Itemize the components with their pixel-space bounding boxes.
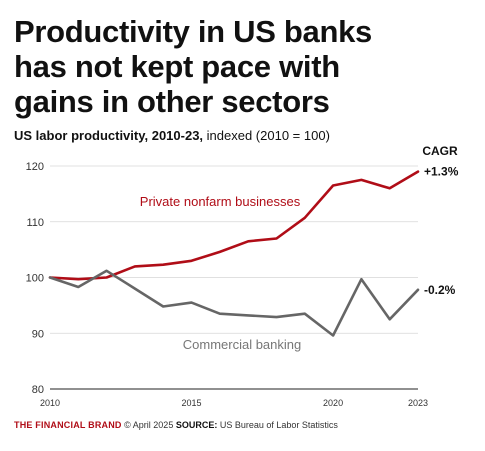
data-point-commercial-banking-2017 <box>247 314 249 317</box>
data-point-commercial-banking-2016 <box>219 313 221 315</box>
data-point-private-nonfarm-2012 <box>106 276 108 279</box>
cagr-value-commercial-banking: -0.2% <box>424 283 456 297</box>
y-tick-label-90: 90 <box>32 328 44 340</box>
footer: THE FINANCIAL BRAND © April 2025 SOURCE:… <box>14 420 338 430</box>
data-point-private-nonfarm-2014 <box>162 264 164 266</box>
subtitle-rest: indexed (2010 = 100) <box>203 128 330 143</box>
chart-subtitle: US labor productivity, 2010-23, indexed … <box>14 128 330 143</box>
data-point-private-nonfarm-2020 <box>332 184 334 187</box>
data-point-private-nonfarm-2017 <box>247 240 249 242</box>
subtitle-bold: US labor productivity, 2010-23, <box>14 128 204 143</box>
x-tick-label-2023: 2023 <box>408 398 428 408</box>
data-point-private-nonfarm-2023 <box>417 170 419 173</box>
chart-title: Productivity in US banks has not kept pa… <box>14 14 474 119</box>
data-point-private-nonfarm-2022 <box>389 187 391 189</box>
data-point-private-nonfarm-2016 <box>219 251 221 253</box>
title-line-3: gains in other sectors <box>14 84 330 119</box>
x-tick-label-2010: 2010 <box>40 398 60 408</box>
data-point-commercial-banking-2013 <box>134 288 136 290</box>
data-point-commercial-banking-2020 <box>332 334 334 337</box>
data-point-commercial-banking-2015 <box>190 301 193 304</box>
data-point-private-nonfarm-2018 <box>275 237 278 240</box>
data-point-private-nonfarm-2021 <box>360 179 362 181</box>
data-point-commercial-banking-2014 <box>162 305 164 308</box>
footer-date: © April 2025 <box>124 420 174 430</box>
data-point-commercial-banking-2011 <box>77 286 79 288</box>
data-point-private-nonfarm-2013 <box>134 265 136 267</box>
source-label: SOURCE: <box>175 420 218 430</box>
title-line-1: Productivity in US banks <box>14 14 372 49</box>
source-text: US Bureau of Labor Statistics <box>219 420 338 430</box>
data-point-commercial-banking-2012 <box>106 270 108 272</box>
cagr-value-private-nonfarm: +1.3% <box>424 165 459 179</box>
y-tick-label-120: 120 <box>26 161 44 173</box>
series-line-private-nonfarm <box>48 170 420 281</box>
x-tick-label-2020: 2020 <box>323 398 343 408</box>
data-point-private-nonfarm-2019 <box>304 217 306 219</box>
series-label-private-nonfarm: Private nonfarm businesses <box>140 194 301 209</box>
cagr-header: CAGR <box>422 144 458 158</box>
y-tick-label-110: 110 <box>26 217 44 229</box>
title-line-2: has not kept pace with <box>14 49 340 84</box>
data-point-commercial-banking-2022 <box>389 318 391 320</box>
data-point-commercial-banking-2021 <box>360 278 362 280</box>
data-point-commercial-banking-2010 <box>49 276 51 279</box>
data-point-private-nonfarm-2011 <box>77 278 79 280</box>
series-line-commercial-banking <box>48 269 420 337</box>
data-point-commercial-banking-2018 <box>275 316 278 318</box>
data-point-commercial-banking-2019 <box>304 313 306 315</box>
data-point-private-nonfarm-2015 <box>190 260 193 262</box>
brand-logo: THE FINANCIAL BRAND <box>14 420 122 430</box>
y-tick-label-80: 80 <box>32 384 44 396</box>
y-tick-label-100: 100 <box>26 273 44 285</box>
series-label-commercial-banking: Commercial banking <box>183 337 302 352</box>
x-tick-label-2015: 2015 <box>182 398 202 408</box>
data-point-commercial-banking-2023 <box>417 289 419 291</box>
